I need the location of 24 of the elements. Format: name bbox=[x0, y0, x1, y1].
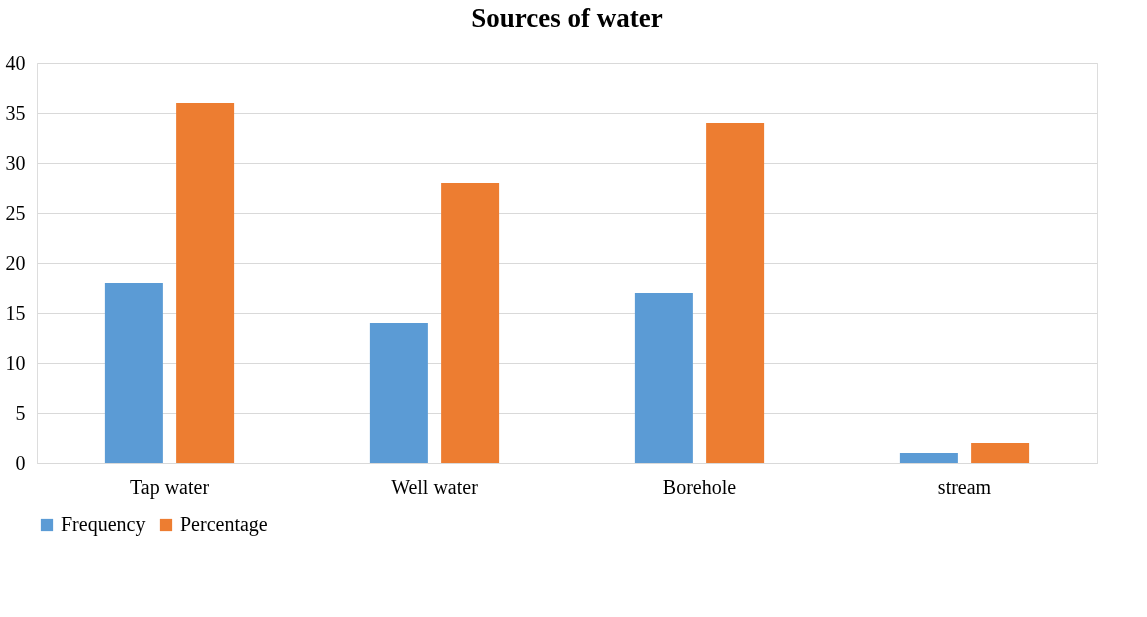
x-tick-label: Borehole bbox=[662, 475, 737, 498]
bar bbox=[634, 293, 693, 463]
y-tick-label: 30 bbox=[5, 151, 26, 174]
chart-title: Sources of water bbox=[471, 3, 663, 33]
legend-label: Percentage bbox=[180, 513, 268, 536]
legend-label: Frequency bbox=[61, 513, 146, 536]
bar bbox=[369, 323, 428, 463]
y-tick-label: 35 bbox=[5, 101, 26, 124]
y-tick-label: 20 bbox=[5, 251, 26, 274]
y-tick-label: 25 bbox=[5, 201, 26, 224]
y-tick-label: 15 bbox=[5, 301, 26, 324]
y-tick-label: 0 bbox=[15, 451, 26, 474]
x-tick-label: Well water bbox=[391, 475, 479, 498]
bar bbox=[104, 283, 163, 463]
bar bbox=[441, 183, 500, 463]
x-tick-label: Tap water bbox=[129, 475, 210, 499]
bar bbox=[971, 443, 1030, 463]
x-tick-label: stream bbox=[937, 475, 992, 498]
y-tick-label: 40 bbox=[5, 51, 26, 74]
bar bbox=[899, 453, 958, 463]
bar bbox=[706, 123, 765, 463]
bar bbox=[176, 103, 235, 463]
y-tick-label: 5 bbox=[15, 401, 26, 424]
y-tick-label: 10 bbox=[5, 351, 26, 374]
